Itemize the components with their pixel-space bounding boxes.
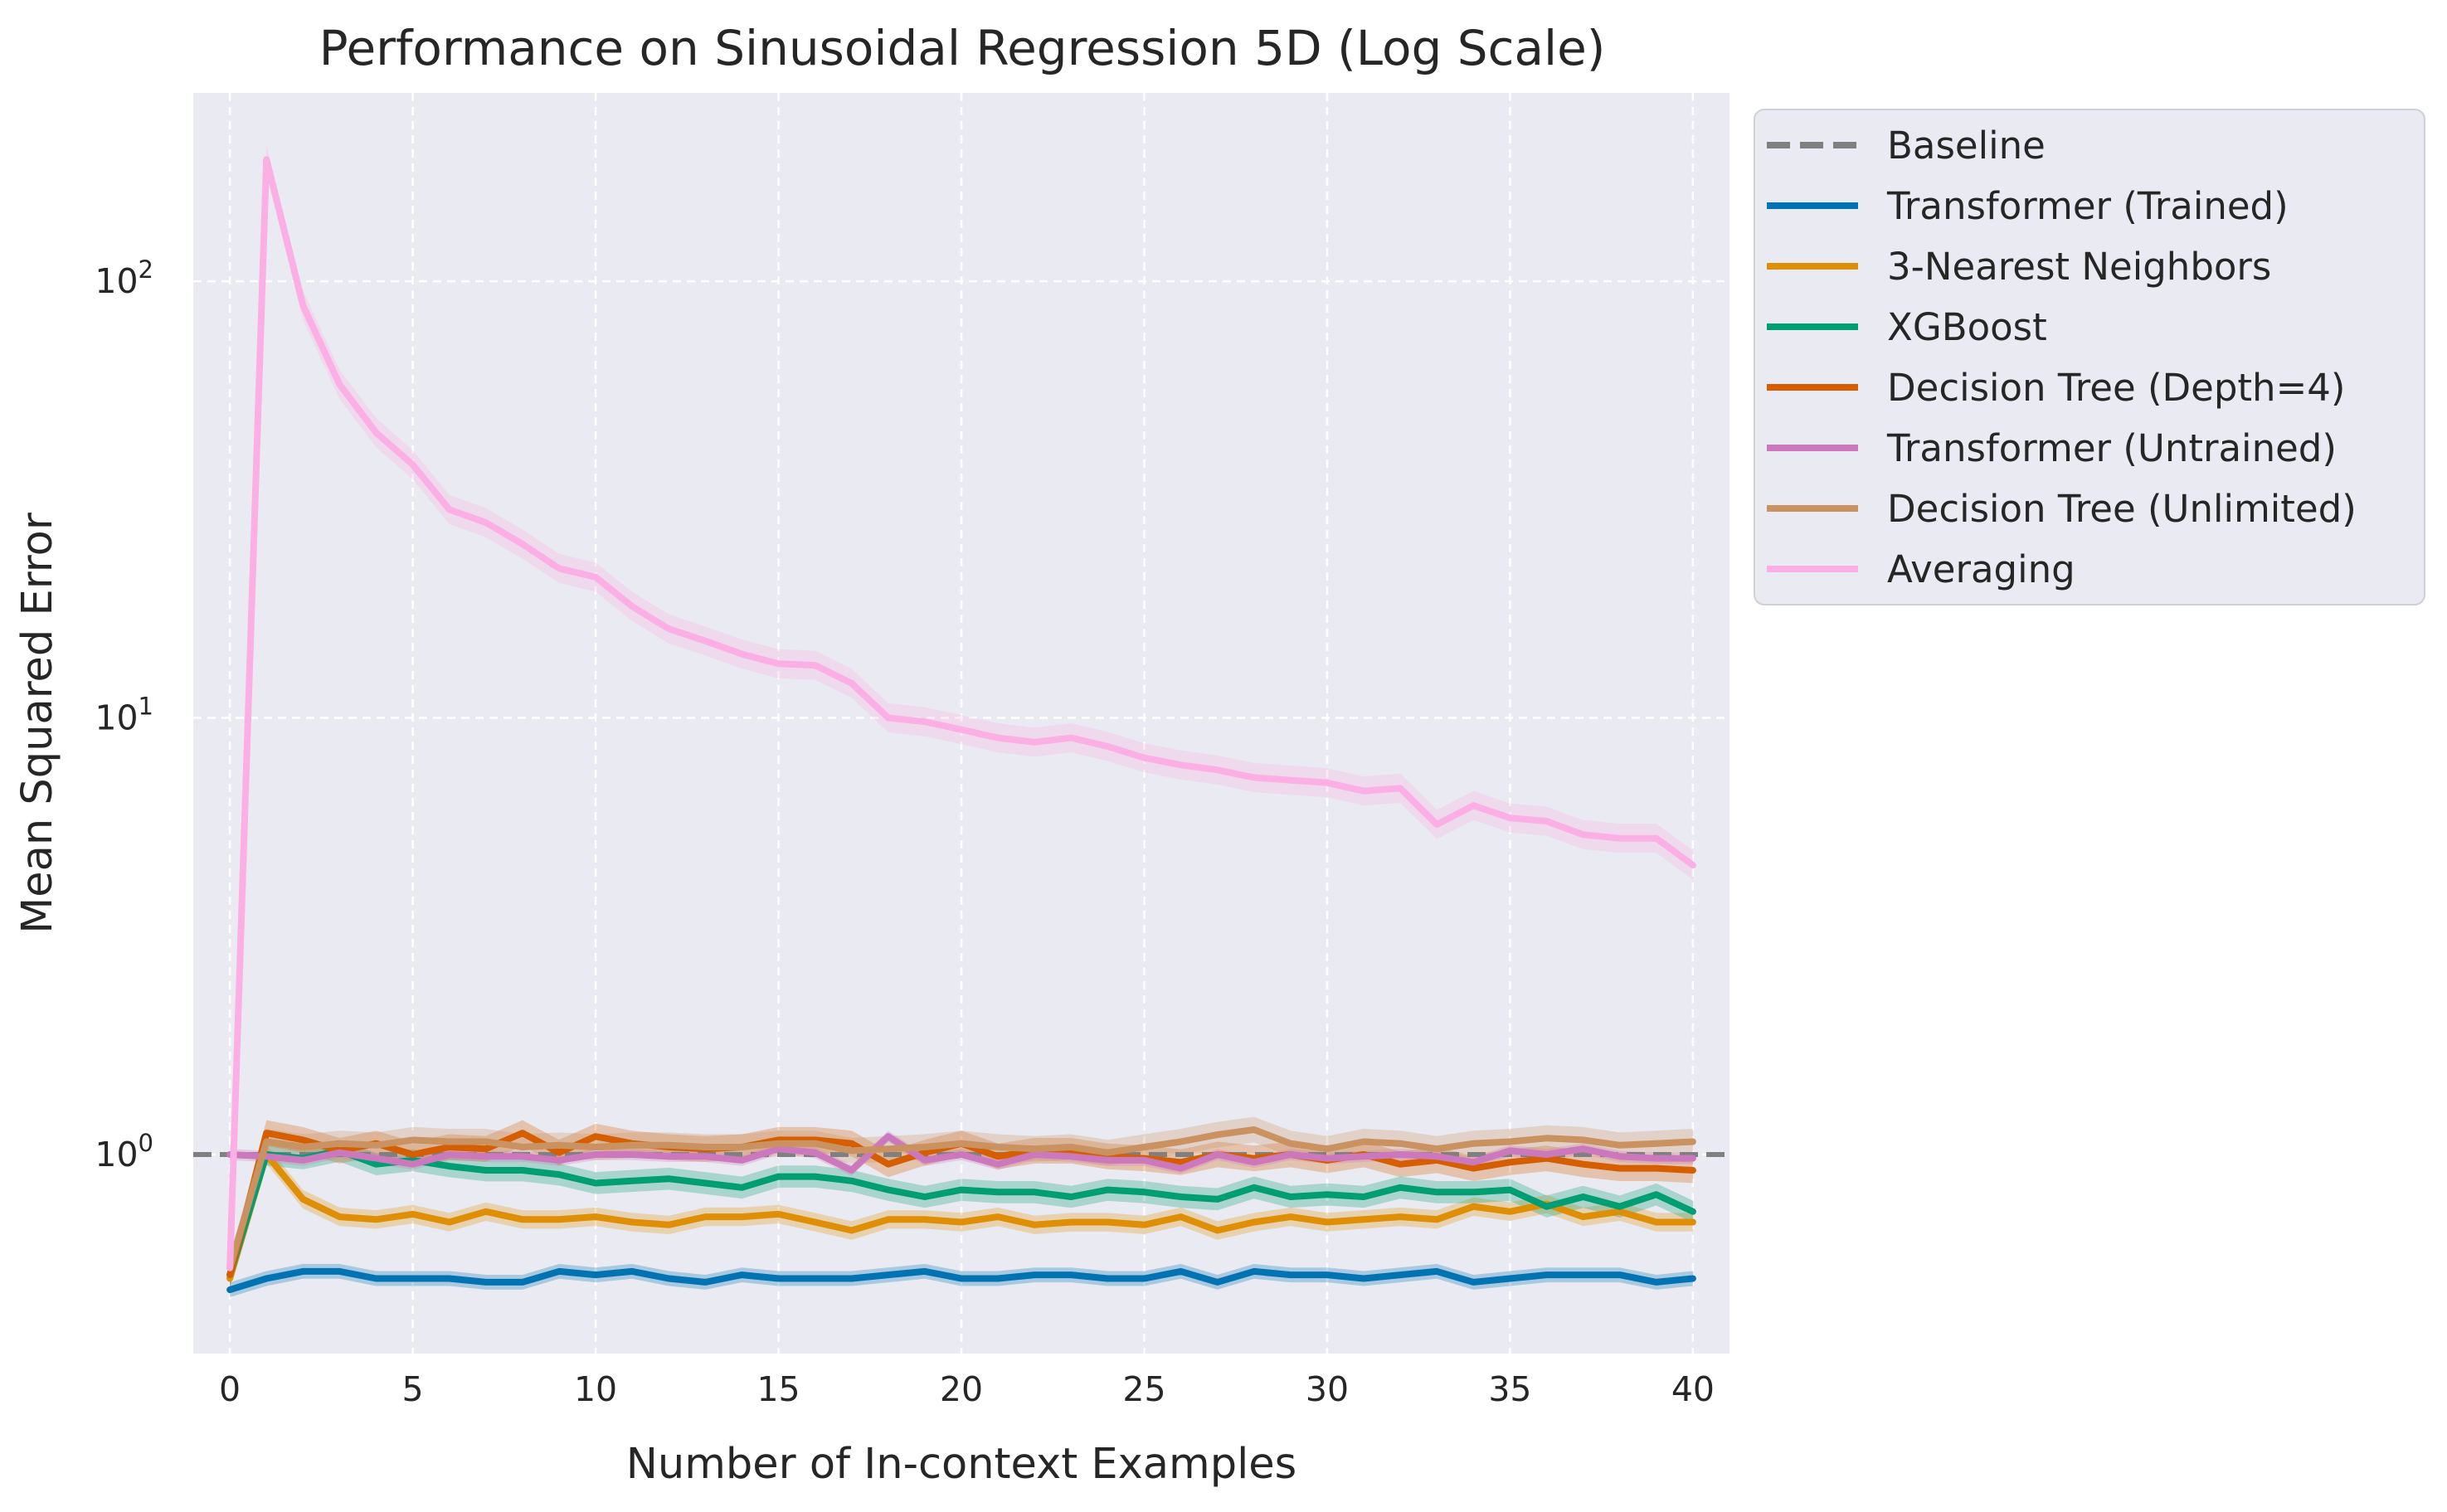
legend-label-transformer-untrained: Transformer (Untrained) [1886,426,2337,470]
xgboost-band [230,1140,1693,1286]
x-tick-label: 30 [1306,1369,1349,1409]
decision-tree-unlimited-line [226,1126,1696,1271]
xgboost-line [226,1147,1696,1279]
legend-label-averaging: Averaging [1887,547,2075,591]
x-tick-label: 15 [756,1369,800,1409]
x-tick-label: 10 [574,1369,617,1409]
y-tick-labels: 100 101 102 [95,255,153,1174]
3-nearest-neighbors-line [226,1151,1696,1282]
x-tick-label: 40 [1671,1369,1715,1409]
x-axis-label: Number of In-context Examples [626,1440,1296,1489]
3-nearest-neighbors-band [230,1145,1693,1288]
x-tick-label: 5 [402,1369,424,1409]
legend-label-transformer-trained: Transformer (Trained) [1886,184,2289,228]
y-axis-label: Mean Squared Error [13,513,62,934]
legend-label-decision-tree-depth-4: Decision Tree (Depth=4) [1887,366,2345,410]
y-tick-label: 100 [95,1129,153,1174]
x-tick-labels: 0 5 10 15 20 25 30 35 40 [219,1369,1715,1409]
legend: Baseline Transformer (Trained) 3-Nearest N… [1754,109,2425,605]
averaging-line [226,156,1696,1271]
legend-label-decision-tree-unlimited: Decision Tree (Unlimited) [1887,487,2357,531]
y-tick-label: 102 [95,255,153,301]
x-tick-label: 20 [940,1369,983,1409]
legend-box [1754,109,2425,605]
series-lines [226,156,1696,1294]
transformer-untrained-line [226,1133,1696,1174]
chart-title: Performance on Sinusoidal Regression 5D … [319,20,1606,76]
x-tick-label: 0 [219,1369,241,1409]
x-tick-label: 35 [1488,1369,1531,1409]
legend-label-xgboost: XGBoost [1887,305,2047,349]
y-tick-label: 101 [95,693,153,738]
transformer-trained-line [226,1267,1696,1294]
x-tick-label: 25 [1122,1369,1165,1409]
legend-label-3-nearest-neighbors: 3-Nearest Neighbors [1887,245,2271,289]
legend-label-baseline: Baseline [1887,124,2046,168]
